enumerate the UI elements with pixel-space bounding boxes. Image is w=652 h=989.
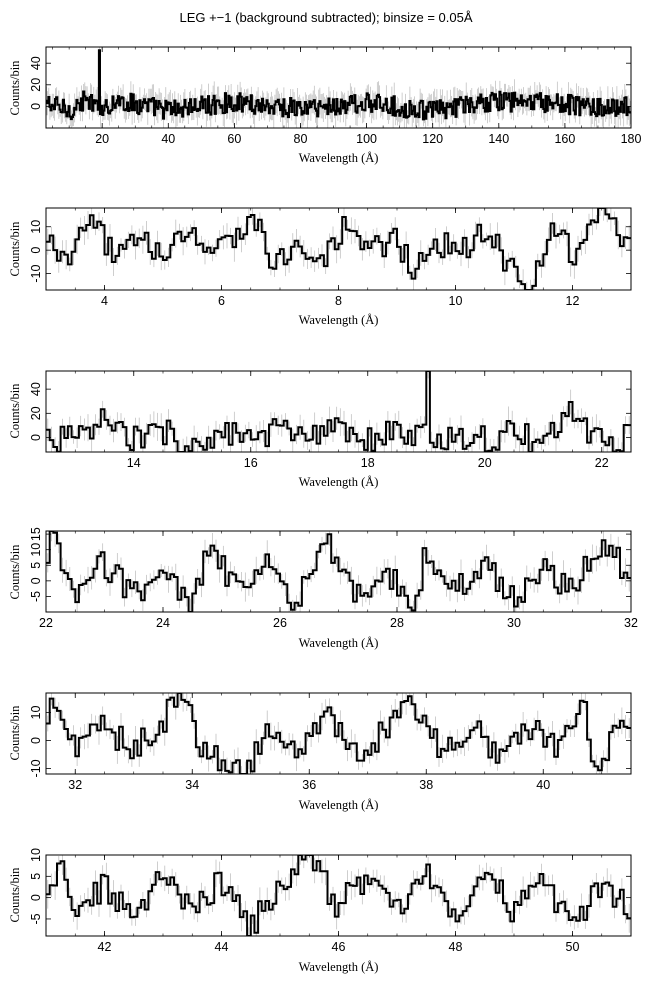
x-tick-label: 32 (624, 616, 638, 630)
y-tick-label: 0 (29, 894, 43, 901)
spectrum-line (46, 855, 631, 936)
y-tick-label: -5 (29, 591, 43, 602)
x-tick-label: 100 (356, 132, 377, 146)
y-tick-label: 0 (29, 434, 43, 441)
x-axis-label: Wavelength (Å) (299, 151, 379, 165)
x-tick-label: 24 (156, 616, 170, 630)
y-axis-label: Counts/bin (8, 383, 22, 439)
x-tick-label: 14 (127, 456, 141, 470)
x-axis-label: Wavelength (Å) (299, 313, 379, 327)
panel-3: 14 16 18 20 22 0 20 40 Wavelength (Å) Counts/bin (8, 370, 632, 489)
y-tick-label: 15 (29, 527, 43, 541)
plot-frame (45, 46, 632, 129)
spectrum-line (46, 531, 631, 612)
spectrum-line (46, 693, 631, 774)
x-tick-label: 48 (449, 940, 463, 954)
y-axis-label: Counts/bin (8, 221, 22, 277)
figure-title: LEG +−1 (background subtracted); binsize… (179, 10, 472, 25)
spectrum-line (46, 49, 631, 121)
x-tick-label: 6 (218, 294, 225, 308)
x-tick-label: 38 (419, 778, 433, 792)
x-tick-label: 16 (244, 456, 258, 470)
x-tick-label: 80 (294, 132, 308, 146)
y-tick-label: 10 (29, 848, 43, 862)
y-tick-label: 5 (29, 562, 43, 569)
y-tick-label: -5 (29, 913, 43, 924)
x-tick-label: 32 (68, 778, 82, 792)
x-tick-label: 18 (361, 456, 375, 470)
y-tick-label: 10 (29, 220, 43, 234)
spectrum-line (46, 208, 631, 290)
x-tick-label: 46 (332, 940, 346, 954)
y-tick-label: 5 (29, 873, 43, 880)
spectrum-line (46, 371, 631, 452)
x-tick-label: 12 (566, 294, 580, 308)
error-bars (46, 47, 631, 128)
panel-4: 22 24 26 28 30 32 -5 0 5 10 15 Wavelength (Å) Counts… (8, 527, 638, 650)
x-axis-label: Wavelength (Å) (299, 475, 379, 489)
error-bar-lines (46, 47, 631, 128)
x-tick-label: 180 (621, 132, 642, 146)
x-tick-label: 50 (566, 940, 580, 954)
y-tick-label: 0 (29, 103, 43, 110)
y-tick-label: 20 (29, 78, 43, 92)
y-tick-label: 40 (29, 56, 43, 70)
x-tick-label: 8 (335, 294, 342, 308)
panel-5: 32 34 36 38 40 -10 0 10 Wavelength (Å) Counts/bin (8, 692, 632, 812)
y-tick-label: 20 (29, 406, 43, 420)
x-axis-label: Wavelength (Å) (299, 960, 379, 974)
y-tick-label: 0 (29, 737, 43, 744)
panel-2: 4 6 8 10 12 -10 0 10 Wavelength (Å) Counts/bin (8, 207, 632, 327)
panel-1: 20 40 60 80 100 120 140 160 180 0 20 40 Wavelength (… (8, 46, 642, 165)
x-tick-label: 34 (185, 778, 199, 792)
x-tick-label: 160 (554, 132, 575, 146)
x-tick-label: 140 (488, 132, 509, 146)
x-tick-label: 22 (595, 456, 609, 470)
x-tick-label: 20 (478, 456, 492, 470)
x-axis-label: Wavelength (Å) (299, 636, 379, 650)
x-tick-label: 60 (227, 132, 241, 146)
x-tick-label: 4 (101, 294, 108, 308)
y-tick-label: 0 (29, 577, 43, 584)
y-tick-label: 10 (29, 706, 43, 720)
y-axis-label: Counts/bin (8, 544, 22, 600)
x-axis-label: Wavelength (Å) (299, 798, 379, 812)
x-tick-label: 40 (536, 778, 550, 792)
plot-frame (45, 854, 632, 937)
x-tick-label: 26 (273, 616, 287, 630)
x-tick-label: 40 (161, 132, 175, 146)
y-axis-label: Counts/bin (8, 705, 22, 761)
y-tick-label: 0 (29, 247, 43, 254)
x-tick-label: 36 (302, 778, 316, 792)
x-tick-label: 44 (215, 940, 229, 954)
x-tick-label: 42 (98, 940, 112, 954)
panel-6: 42 44 46 48 50 -5 0 5 10 Wavelength (Å) Counts/bin (8, 848, 632, 974)
y-tick-label: -10 (29, 759, 43, 777)
x-tick-label: 30 (507, 616, 521, 630)
x-tick-label: 10 (449, 294, 463, 308)
x-tick-label: 120 (422, 132, 443, 146)
y-tick-label: -10 (29, 265, 43, 283)
y-axis-label: Counts/bin (8, 60, 22, 116)
y-axis-label: Counts/bin (8, 867, 22, 923)
y-tick-label: 10 (29, 543, 43, 557)
x-tick-label: 20 (95, 132, 109, 146)
y-tick-label: 40 (29, 382, 43, 396)
x-tick-label: 22 (39, 616, 53, 630)
x-tick-label: 28 (390, 616, 404, 630)
